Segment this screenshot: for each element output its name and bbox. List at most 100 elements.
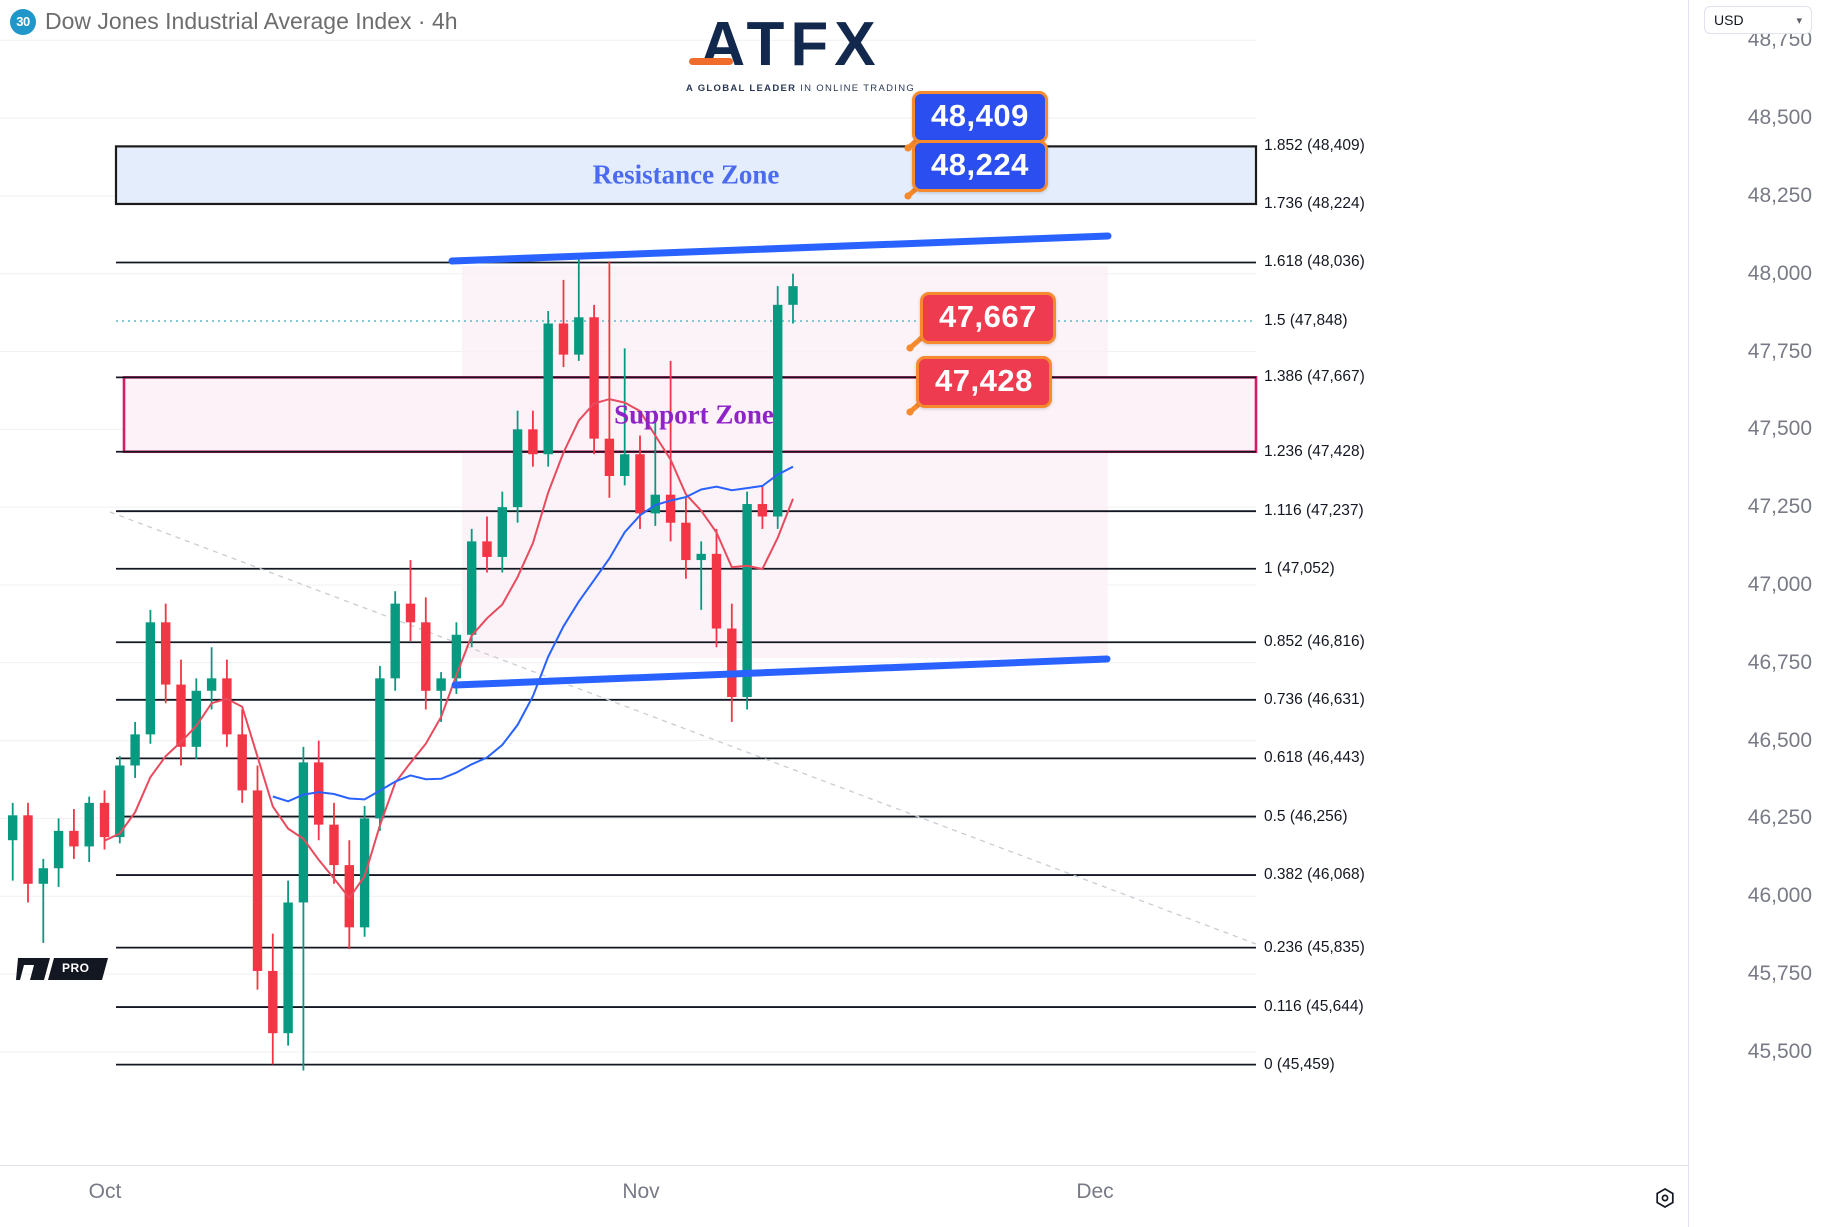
candle-body	[298, 762, 309, 903]
time-axis-tick: Oct	[88, 1180, 122, 1203]
time-axis[interactable]: Oct Nov Dec	[0, 1165, 1688, 1227]
candle-body	[528, 429, 538, 455]
candle-body	[788, 286, 798, 305]
fib-level-label: 0 (45,459)	[1264, 1055, 1335, 1073]
price-callout: 48,409	[912, 91, 1048, 143]
candle-body	[665, 494, 676, 523]
price-axis-tick: 46,000	[1747, 884, 1812, 908]
candle-body	[206, 678, 217, 691]
chart-canvas[interactable]	[0, 0, 1688, 1145]
candle-body	[252, 790, 263, 971]
candle-body	[574, 317, 584, 355]
candle-body	[696, 553, 706, 561]
price-axis-tick: 48,000	[1747, 261, 1812, 285]
fib-level-label: 1.116 (47,237)	[1264, 502, 1364, 520]
tradingview-pro-label: PRO	[62, 961, 90, 975]
price-axis-tick: 45,500	[1747, 1039, 1812, 1063]
candle-body	[222, 678, 232, 735]
atfx-tagline-rest: IN ONLINE TRADING	[796, 83, 916, 94]
symbol-header[interactable]: 30 Dow Jones Industrial Average Index · …	[10, 8, 458, 35]
candle-body	[344, 865, 354, 928]
upper-trendline	[448, 232, 1112, 265]
candle-body	[482, 541, 492, 557]
atfx-wordmark: ATFX	[686, 14, 896, 76]
candle-body	[650, 494, 660, 514]
support-zone-rect	[122, 376, 1258, 454]
page-title: Dow Jones Industrial Average Index · 4h	[45, 8, 458, 34]
candle-body	[69, 830, 79, 847]
candle-body	[99, 802, 110, 838]
gear-glyph	[1656, 1188, 1674, 1208]
candle-body	[23, 815, 33, 884]
candle-body	[329, 824, 339, 866]
candle-body	[161, 622, 171, 685]
time-axis-tick: Nov	[622, 1180, 660, 1203]
candle-body	[375, 678, 385, 819]
candle-body	[558, 323, 569, 355]
callout-pointer-dot	[906, 344, 914, 352]
candle-body	[115, 765, 125, 838]
fib-level-label: 1.5 (47,848)	[1264, 312, 1348, 329]
candle-body	[191, 690, 201, 747]
price-axis[interactable]: 48,750 48,500 48,250 48,000 47,750 47,500 47,2…	[1688, 0, 1824, 1227]
callout-pointer-dot	[904, 192, 912, 200]
atfx-tagline: A GLOBAL LEADER IN ONLINE TRADING	[686, 83, 914, 94]
fib-level-label: 1.736 (48,224)	[1264, 194, 1365, 212]
candle-body	[727, 628, 737, 698]
lower-trendline	[451, 655, 1111, 689]
candle-body	[405, 603, 416, 623]
price-callout: 47,428	[916, 356, 1052, 408]
price-axis-tick: 48,500	[1747, 106, 1812, 130]
tradingview-pro-logo[interactable]: PRO	[16, 956, 108, 982]
price-axis-tick: 48,250	[1747, 183, 1812, 207]
price-axis-tick: 46,500	[1747, 728, 1812, 752]
candle-body	[604, 438, 615, 477]
fib-level-label: 0.382 (46,068)	[1264, 866, 1365, 884]
candle-body	[620, 454, 630, 477]
currency-select-value: USD	[1714, 12, 1744, 28]
candle-body	[314, 762, 324, 825]
ma-slow-line	[272, 465, 794, 803]
candle-body	[8, 815, 18, 841]
price-callout: 48,224	[912, 140, 1048, 192]
support-zone-label: Support Zone	[614, 399, 774, 430]
candle-body	[742, 504, 752, 698]
candle-body	[543, 323, 553, 455]
currency-select[interactable]: USD ▾	[1704, 6, 1812, 34]
time-axis-tick: Dec	[1076, 1180, 1114, 1203]
price-axis-tick: 47,750	[1747, 339, 1812, 363]
price-axis-tick: 46,250	[1747, 806, 1812, 830]
descending-guide-line	[109, 511, 1257, 945]
fib-level-label: 0.5 (46,256)	[1264, 807, 1348, 825]
gear-icon[interactable]	[1642, 1175, 1688, 1221]
candle-body	[145, 622, 156, 735]
resistance-zone-label: Resistance Zone	[592, 159, 780, 190]
price-axis-tick: 47,500	[1747, 417, 1812, 441]
candle-body	[38, 868, 48, 884]
candle-body	[451, 634, 462, 679]
fib-level-label: 1.386 (47,667)	[1264, 368, 1365, 386]
fib-level-label: 0.618 (46,443)	[1264, 749, 1365, 767]
price-axis-tick: 47,250	[1747, 495, 1812, 519]
fib-level-label: 0.736 (46,631)	[1264, 690, 1365, 708]
callout-pointer-dot	[904, 144, 912, 152]
candle-body	[436, 678, 446, 691]
tradingview-logo-icon	[16, 958, 108, 980]
fib-level-label: 1.236 (47,428)	[1264, 442, 1365, 460]
candle-body	[681, 522, 691, 561]
candle-body	[268, 970, 278, 1034]
atfx-logo: ATFX A GLOBAL LEADER IN ONLINE TRADING	[686, 14, 914, 95]
candle-body	[711, 553, 722, 629]
fib-level-label: 1.618 (48,036)	[1264, 253, 1365, 271]
price-axis-tick: 47,000	[1747, 572, 1812, 596]
fib-level-label: 0.236 (45,835)	[1264, 938, 1365, 956]
price-axis-tick: 45,750	[1747, 962, 1812, 986]
atfx-tagline-bold: A GLOBAL LEADER	[686, 83, 797, 94]
candle-body	[773, 304, 783, 517]
ma-fast-line	[104, 398, 794, 900]
candle-body	[283, 902, 293, 1034]
candle-body	[84, 802, 94, 847]
chart-plot-area[interactable]	[0, 0, 1688, 1145]
price-callout: 47,667	[920, 292, 1056, 344]
